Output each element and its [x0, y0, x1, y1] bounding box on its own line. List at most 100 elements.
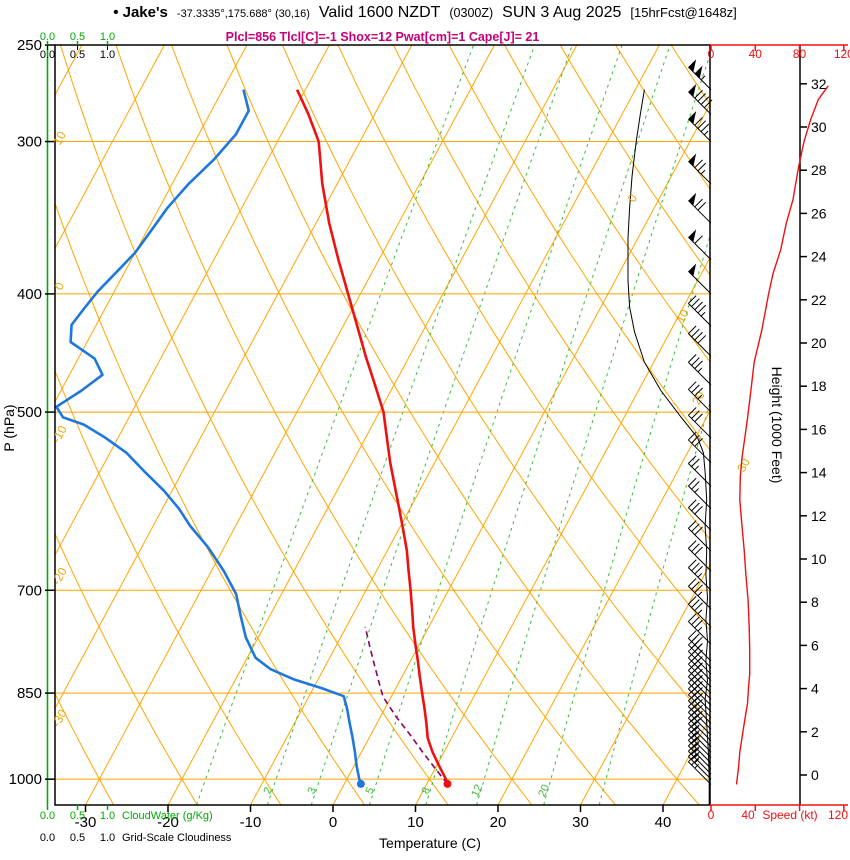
svg-text:0: 0	[708, 47, 715, 61]
svg-text:24: 24	[811, 249, 827, 265]
speed-axis: 00404080120120	[708, 44, 850, 822]
svg-text:-20: -20	[49, 565, 70, 587]
svg-text:18: 18	[811, 378, 827, 394]
svg-text:3: 3	[306, 786, 319, 796]
svg-text:0.5: 0.5	[70, 810, 85, 822]
svg-text:30: 30	[734, 456, 753, 475]
svg-text:-30: -30	[49, 707, 70, 729]
svg-text:40: 40	[749, 47, 763, 61]
svg-text:10: 10	[673, 307, 692, 326]
svg-text:Grid-Scale Cloudiness: Grid-Scale Cloudiness	[122, 832, 232, 844]
svg-text:12: 12	[811, 508, 827, 524]
svg-text:1.0: 1.0	[100, 31, 115, 43]
svg-text:0: 0	[625, 192, 641, 205]
mixing-ratio-labels: 2 3 5 8 12 20	[262, 783, 553, 799]
svg-text:30: 30	[811, 119, 827, 135]
svg-text:8: 8	[420, 786, 433, 796]
site-coordinates: -37.3335°,175.688° (30,16)	[176, 8, 310, 20]
svg-text:0.0: 0.0	[40, 810, 55, 822]
svg-text:0.0: 0.0	[40, 832, 55, 844]
wind-barb-column	[688, 59, 713, 785]
plot-border	[54, 44, 711, 806]
svg-text:0: 0	[708, 808, 715, 822]
site-name: • Jake's	[113, 4, 168, 21]
temperature-axis-title: Temperature (C)	[379, 835, 481, 851]
svg-text:22: 22	[811, 292, 827, 308]
surface-dewpoint-dot	[356, 779, 365, 788]
svg-text:P (hPa): P (hPa)	[1, 404, 17, 451]
svg-text:10: 10	[811, 551, 827, 567]
svg-text:14: 14	[811, 465, 827, 481]
svg-text:-20: -20	[157, 814, 179, 831]
svg-text:0: 0	[329, 814, 337, 831]
temperature-axis-labels: -30 -20 -10 0 10 20 30 40	[75, 805, 672, 831]
svg-text:120: 120	[834, 47, 850, 61]
valid-date: SUN 3 Aug 2025	[502, 4, 622, 21]
svg-text:40: 40	[741, 808, 755, 822]
title-bar: • Jake's -37.3335°,175.688° (30,16) Vali…	[0, 4, 850, 22]
svg-text:250: 250	[17, 37, 42, 54]
svg-text:10: 10	[407, 814, 424, 831]
svg-text:300: 300	[17, 134, 42, 151]
speed-profile-curve	[735, 85, 829, 785]
svg-text:1.0: 1.0	[100, 832, 115, 844]
svg-text:8: 8	[811, 594, 819, 610]
svg-text:80: 80	[793, 47, 807, 61]
pressure-axis-labels: 250 300 400 500 700 850 1000	[9, 37, 55, 788]
svg-text:-10: -10	[49, 423, 70, 445]
svg-text:Height (1000 Feet): Height (1000 Feet)	[769, 367, 785, 484]
svg-text:20: 20	[536, 783, 552, 799]
svg-text:700: 700	[17, 582, 42, 599]
svg-text:120: 120	[828, 808, 848, 822]
svg-text:0.5: 0.5	[70, 832, 85, 844]
valid-time-utc: (0300Z)	[449, 6, 494, 20]
cloudiness-axis: 0.0 0.0 0.5 0.5 1.0 1.0 Grid-Scale Cloudiness	[40, 45, 232, 844]
svg-text:0.5: 0.5	[70, 49, 85, 61]
svg-text:6: 6	[811, 637, 819, 653]
temperature-curve	[295, 89, 449, 785]
svg-text:1.0: 1.0	[100, 49, 115, 61]
svg-text:400: 400	[17, 286, 42, 303]
svg-text:12: 12	[469, 783, 485, 799]
svg-text:26: 26	[811, 205, 827, 221]
speed-axis-title: Speed (kt)	[762, 808, 817, 822]
skewt-grid	[55, 45, 710, 805]
svg-text:20: 20	[811, 335, 827, 351]
svg-text:0.0: 0.0	[40, 49, 55, 61]
sounding-profiles	[55, 89, 452, 788]
svg-text:32: 32	[811, 76, 827, 92]
svg-text:1000: 1000	[9, 771, 42, 788]
svg-text:40: 40	[655, 814, 672, 831]
valid-time: Valid 1600 NZDT	[318, 4, 441, 21]
svg-text:-30: -30	[75, 814, 97, 831]
svg-text:16: 16	[811, 421, 827, 437]
svg-text:-10: -10	[240, 814, 262, 831]
svg-text:850: 850	[17, 685, 42, 702]
svg-text:28: 28	[811, 162, 827, 178]
svg-text:30: 30	[572, 814, 589, 831]
cloudiness-profile-curve	[627, 89, 710, 805]
svg-text:Speed (kt): Speed (kt)	[762, 808, 817, 822]
svg-text:4: 4	[811, 681, 819, 697]
stability-indices: Plcl=856 Tlcl[C]=-1 Shox=12 Pwat[cm]=1 C…	[225, 30, 540, 44]
svg-text:5: 5	[364, 786, 377, 796]
svg-text:500: 500	[17, 404, 42, 421]
svg-text:0: 0	[52, 280, 68, 293]
forecast-tag: [15hrFcst@1648z]	[630, 5, 737, 20]
svg-text:10: 10	[50, 129, 69, 148]
pressure-axis-title: P (hPa)	[1, 404, 17, 451]
svg-text:Temperature (C): Temperature (C)	[379, 835, 481, 851]
height-axis-title: Height (1000 Feet)	[769, 367, 785, 484]
svg-text:20: 20	[490, 814, 507, 831]
parcel-path	[364, 626, 449, 785]
svg-text:CloudWater (g/Kg): CloudWater (g/Kg)	[122, 810, 213, 822]
dewpoint-curve	[55, 89, 363, 785]
surface-temp-dot	[443, 779, 452, 788]
svg-text:0.5: 0.5	[70, 31, 85, 43]
cloudwater-axis: 0.0 0.0 0.5 0.5 1.0 1.0 CloudWater (g/Kg)	[40, 31, 213, 822]
svg-text:0.0: 0.0	[40, 31, 55, 43]
svg-text:0: 0	[811, 767, 819, 783]
